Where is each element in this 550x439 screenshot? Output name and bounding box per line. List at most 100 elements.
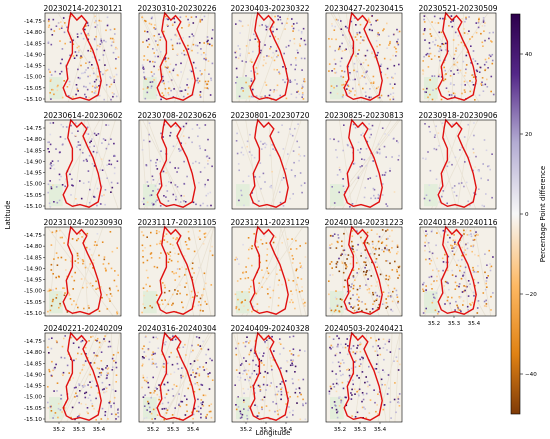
change-cell (142, 303, 144, 305)
change-cell (302, 27, 305, 30)
change-cell (341, 260, 343, 263)
change-cell (52, 273, 54, 275)
change-cell (272, 289, 275, 292)
change-cell (59, 409, 62, 411)
change-cell (272, 241, 275, 244)
change-cell (291, 238, 293, 240)
change-cell (108, 287, 111, 290)
change-cell (351, 45, 354, 47)
change-cell (204, 300, 206, 303)
change-cell (426, 87, 428, 90)
change-cell (142, 396, 145, 398)
change-cell (282, 79, 284, 81)
change-cell (234, 293, 237, 296)
city-boundary (62, 118, 102, 208)
change-cell (236, 132, 238, 135)
change-cell (87, 304, 90, 307)
change-cell (329, 244, 331, 246)
change-cell (349, 290, 351, 292)
change-cell (59, 236, 62, 239)
change-cell (290, 359, 292, 362)
change-cell (204, 80, 207, 83)
change-cell (359, 341, 362, 344)
change-cell (66, 67, 69, 70)
change-cell (470, 245, 472, 247)
change-cell (148, 43, 151, 46)
change-cell (149, 305, 151, 307)
change-cell (339, 60, 342, 63)
change-cell (300, 31, 303, 33)
y-tick-label: -15.00 (24, 395, 42, 401)
change-cell (294, 365, 297, 368)
change-cell (87, 133, 90, 135)
change-cell (484, 288, 487, 291)
change-cell (112, 95, 114, 98)
change-cell (359, 358, 361, 361)
change-cell (436, 280, 438, 282)
change-cell (302, 98, 305, 100)
change-cell (165, 393, 168, 395)
change-cell (193, 390, 196, 393)
change-cell (180, 194, 183, 197)
change-cell (141, 244, 144, 247)
change-cell (65, 178, 67, 180)
change-cell (95, 134, 98, 136)
change-cell (362, 357, 364, 359)
change-cell (344, 253, 347, 256)
change-cell (492, 93, 495, 96)
change-cell (273, 350, 275, 352)
change-cell (335, 408, 338, 411)
change-cell (331, 346, 334, 349)
change-cell (478, 71, 481, 73)
change-cell (431, 301, 434, 304)
panel-title: 20240104-20231223 (324, 218, 403, 227)
change-cell (174, 167, 176, 169)
change-cell (251, 61, 253, 63)
change-cell (297, 123, 299, 125)
change-cell (109, 400, 111, 403)
change-cell (61, 411, 63, 413)
change-cell (182, 135, 185, 137)
change-cell (98, 367, 100, 370)
change-cell (387, 134, 390, 136)
change-cell (296, 395, 299, 398)
change-cell (163, 383, 166, 386)
change-cell (265, 143, 268, 146)
change-cell (425, 234, 427, 237)
change-cell (156, 158, 158, 161)
change-cell (177, 253, 180, 255)
change-cell (147, 185, 150, 187)
change-cell (330, 309, 333, 312)
change-cell (153, 27, 155, 29)
change-cell (350, 90, 352, 93)
change-cell (484, 68, 487, 71)
change-cell (469, 38, 471, 40)
change-cell (286, 18, 289, 20)
change-cell (285, 168, 287, 170)
change-cell (238, 199, 240, 202)
change-cell (448, 161, 451, 163)
panel-frame (419, 226, 497, 317)
change-cell (478, 170, 480, 173)
change-cell (386, 393, 389, 395)
change-cell (60, 70, 63, 73)
city-boundary (156, 331, 196, 421)
change-cell (171, 293, 174, 296)
change-cell (453, 57, 455, 60)
change-cell (356, 351, 358, 353)
change-cell (93, 132, 96, 135)
change-cell (105, 390, 108, 393)
change-cell (78, 49, 80, 52)
y-tick-label: -14.95 (24, 171, 42, 177)
change-cell (74, 51, 77, 53)
change-cell (438, 73, 441, 76)
change-cell (361, 165, 363, 167)
change-cell (154, 185, 157, 187)
change-cell (292, 359, 294, 361)
panel-frame (138, 226, 216, 317)
change-cell (96, 187, 99, 190)
change-cell (458, 285, 460, 288)
change-cell (98, 372, 101, 374)
change-cell (425, 307, 427, 310)
change-cell (173, 383, 175, 386)
